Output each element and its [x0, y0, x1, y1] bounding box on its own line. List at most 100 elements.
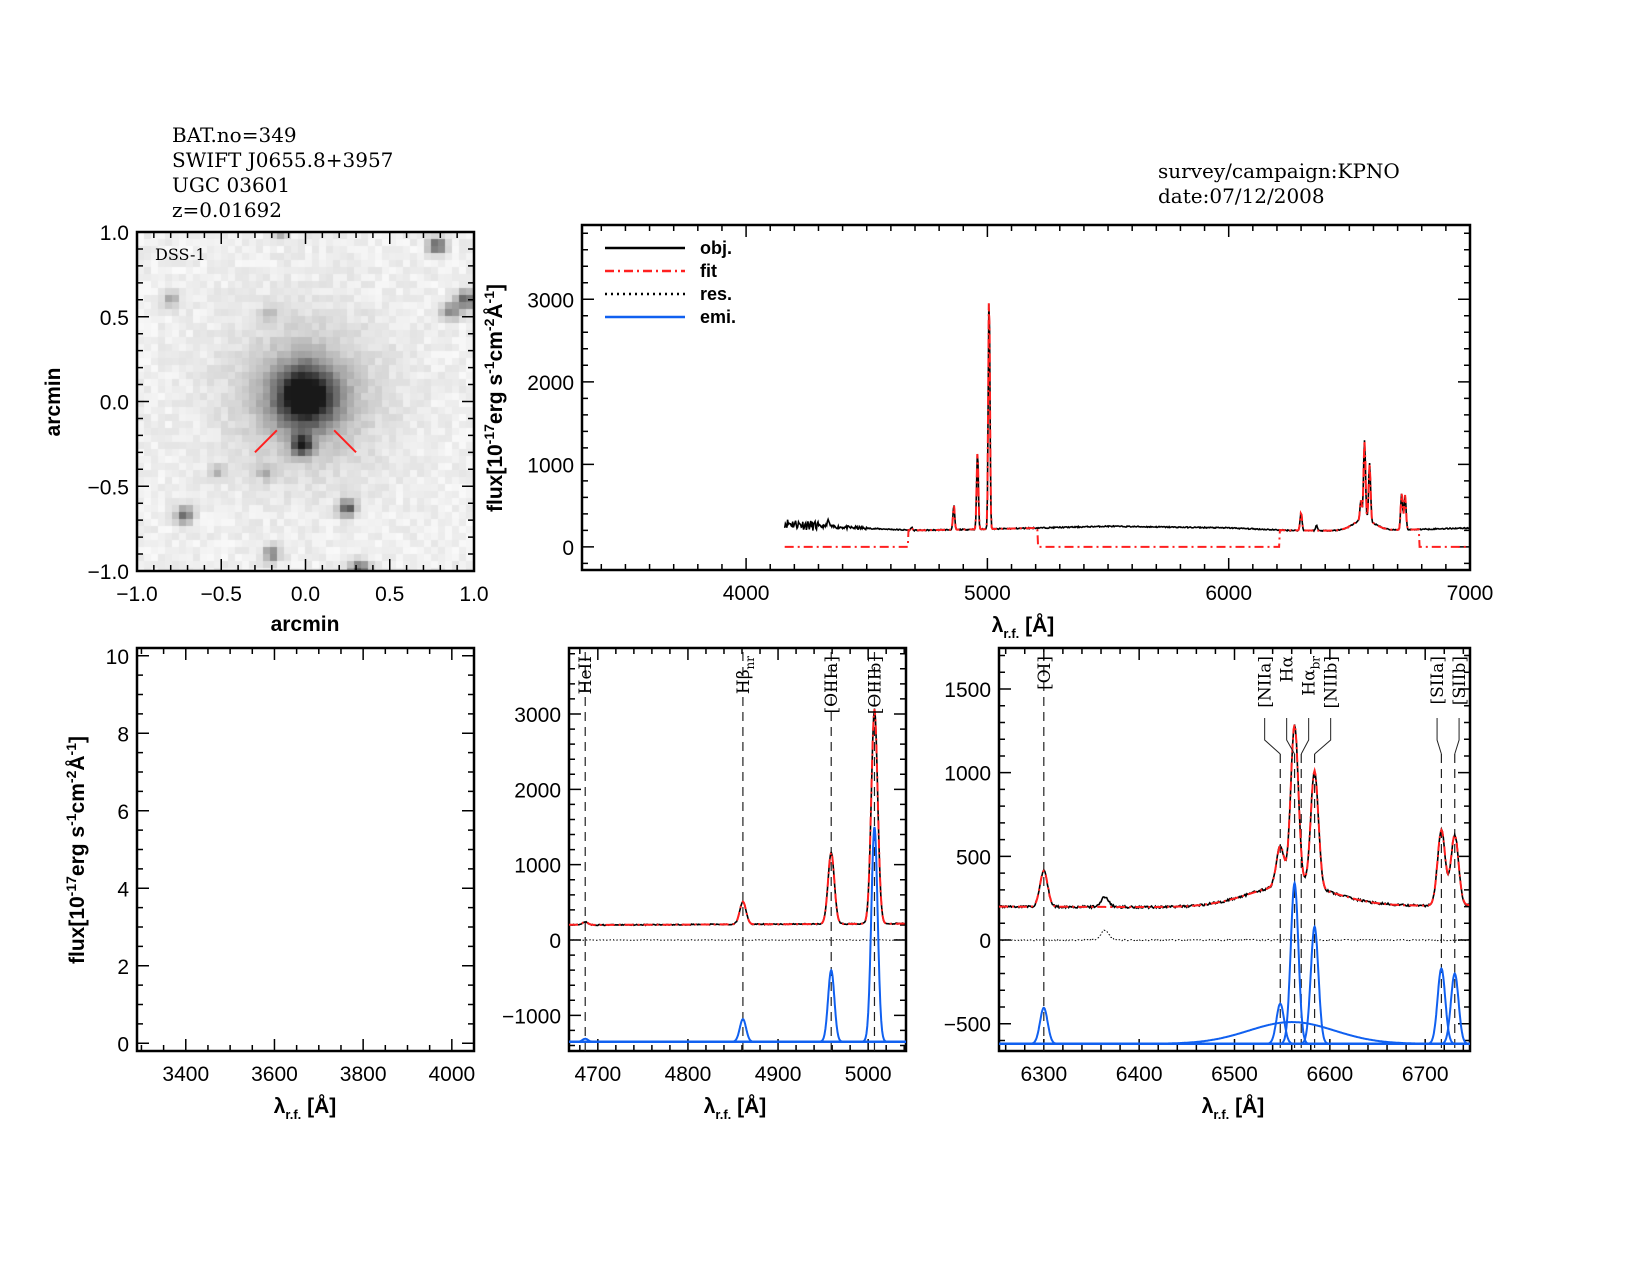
- tick-marks: [999, 648, 1470, 1051]
- lambda: λ: [1202, 1095, 1214, 1118]
- legend-item-fit: fit: [605, 261, 717, 281]
- header-left: BAT.no=349 SWIFT J0655.8+3957 UGC 03601 …: [172, 123, 393, 222]
- legend-label: fit: [700, 261, 717, 281]
- line-label-text: [NIIa]: [1256, 656, 1276, 708]
- line-label-text: [NIIb]: [1322, 656, 1342, 708]
- line-label: [OIIIb]: [865, 656, 885, 714]
- y-tick-label: 1.0: [100, 222, 129, 245]
- redshift: z=0.01692: [172, 198, 282, 222]
- x-axis-title-full: λr.f. [Å]: [992, 613, 1055, 641]
- line-name: Hβ: [734, 669, 754, 694]
- tick-marks: [136, 231, 475, 572]
- y-tick-label: −1000: [502, 1005, 561, 1028]
- flux-label-part: cm: [66, 783, 89, 813]
- y-tick-label: −500: [944, 1014, 991, 1037]
- subscript: r.f.: [285, 1107, 301, 1122]
- x-tick-label: 5000: [845, 1063, 892, 1086]
- axes-halpha: 6300 6400 6500 6600 6700 −500 0 500 1000 1500: [944, 646, 1472, 1086]
- flux-label-part: -1: [63, 813, 79, 826]
- x-tick-label: 4700: [574, 1063, 621, 1086]
- spectra-halpha: [999, 652, 1470, 1051]
- tick-marks: [569, 648, 906, 1051]
- line-label-text: Hβnr: [734, 656, 757, 694]
- unit: [Å]: [1229, 1094, 1264, 1118]
- y-tick-label: −0.5: [88, 476, 129, 499]
- y-tick-label: 6: [117, 801, 129, 824]
- plot-frame: [997, 646, 1472, 1053]
- label-connector: [1314, 718, 1332, 755]
- subscript: r.f.: [1213, 1107, 1229, 1122]
- y-tick-label: −1.0: [88, 561, 129, 584]
- spectra-hbeta: [569, 652, 906, 1051]
- plot-frame: [135, 646, 476, 1053]
- x-tick-label: 0.0: [291, 583, 320, 606]
- axes-image: −1.0 −0.5 0.0 0.5 1.0 −1.0 −0.5 0.0 0.5 1.0: [88, 222, 489, 606]
- dss-image: [137, 232, 474, 571]
- flux-label-part: ]: [484, 284, 507, 291]
- y-tick-label: 0: [979, 930, 991, 953]
- lambda: λ: [992, 614, 1004, 637]
- line-label: [NIIa]: [1256, 656, 1276, 708]
- emission-component-OIIIa: [569, 968, 906, 1043]
- x-tick-label: 3800: [340, 1063, 387, 1086]
- unit: [Å]: [1019, 613, 1054, 637]
- survey-campaign: survey/campaign:KPNO: [1158, 159, 1400, 183]
- flux-label-part: -1: [63, 743, 79, 756]
- line-subscript: br: [1309, 656, 1323, 670]
- header-right: survey/campaign:KPNO date:07/12/2008: [1158, 159, 1400, 208]
- legend-label: emi.: [700, 307, 736, 327]
- flux-label-part: cm: [484, 331, 507, 361]
- flux-label-part: flux[10: [484, 444, 507, 512]
- line-label: [OIIIa]: [822, 656, 842, 713]
- legend: obj. fit res. emi.: [605, 238, 736, 327]
- lambda: λ: [704, 1095, 716, 1118]
- spectra-full: [783, 303, 1470, 548]
- line-label: HeII: [576, 656, 596, 694]
- x-axis-title-blue: λr.f. [Å]: [274, 1094, 337, 1122]
- x-axis-title-hbeta: λr.f. [Å]: [704, 1094, 767, 1122]
- label-connector: [1454, 718, 1460, 755]
- y-tick-label: 2000: [527, 372, 574, 395]
- y-tick-label: 1500: [944, 679, 991, 702]
- y-tick-label: 0: [562, 537, 574, 560]
- y-axis-title-image: arcmin: [42, 368, 65, 437]
- y-tick-label: 8: [117, 723, 129, 746]
- line-label: [SIIa]: [1428, 656, 1448, 704]
- galaxy-name: UGC 03601: [172, 173, 290, 197]
- flux-label-part: flux[10: [66, 896, 89, 964]
- flux-label-part: -1: [481, 291, 497, 304]
- flux-label: flux[10-17erg s-1cm-2Å-1]: [63, 736, 89, 964]
- x-tick-label: 6400: [1116, 1063, 1163, 1086]
- x-tick-label: 6000: [1205, 582, 1252, 605]
- line-label: Hβnr: [734, 656, 757, 694]
- line-label-text: [OI]: [1035, 656, 1055, 690]
- line-name: [SIIa]: [1428, 656, 1448, 704]
- y-tick-label: 1000: [514, 855, 561, 878]
- line-label: [OI]: [1035, 656, 1055, 690]
- x-tick-label: 3400: [162, 1063, 209, 1086]
- y-tick-label: 3000: [514, 704, 561, 727]
- axes-blue-empty: 3400 3600 3800 4000 0 2 4 6 8 10: [106, 646, 476, 1086]
- flux-label-part: -2: [63, 770, 79, 783]
- plot-frame: [567, 646, 908, 1053]
- y-tick-label: 0.5: [100, 307, 129, 330]
- line-name: Hα: [1278, 655, 1298, 682]
- line-label-text: [SIIa]: [1428, 656, 1448, 704]
- y-tick-label: 0: [549, 930, 561, 953]
- x-tick-label: 0.5: [375, 583, 404, 606]
- flux-label-part: Å: [483, 303, 507, 318]
- x-tick-label: 4900: [755, 1063, 802, 1086]
- y-tick-label: 2000: [514, 779, 561, 802]
- label-connector: [1436, 718, 1442, 755]
- subscript: r.f.: [715, 1107, 731, 1122]
- y-tick-label: 0.0: [100, 392, 129, 415]
- y-tick-label: 1000: [944, 763, 991, 786]
- tick-marks: [137, 648, 475, 1051]
- x-tick-label: 6700: [1402, 1063, 1449, 1086]
- flux-label: flux[10-17erg s-1cm-2Å-1]: [481, 284, 507, 512]
- flux-label-part: erg s: [66, 826, 89, 876]
- emission-component-NIIa: [999, 1002, 1470, 1045]
- y-tick-label: 500: [956, 846, 991, 869]
- y-tick-label: 2: [117, 956, 129, 979]
